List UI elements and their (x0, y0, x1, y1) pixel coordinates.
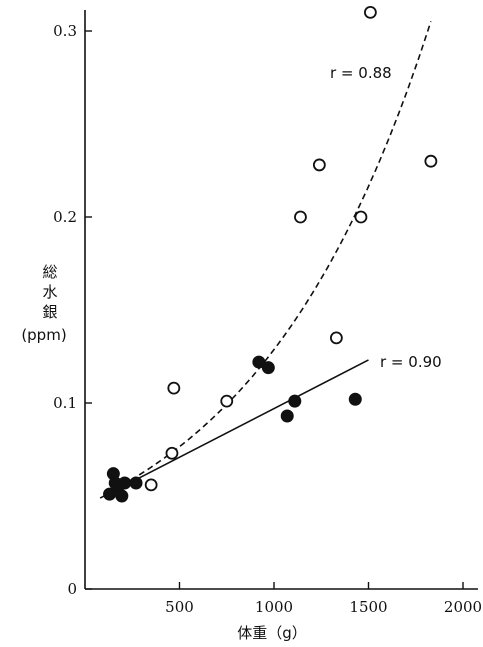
chart-labels: 500 1000 1500 2000 0 0.1 0.2 0.3 体重（g） 総水銀 (ppm) r … (21, 22, 482, 642)
open-data-point (220, 394, 234, 408)
fit-lines (99, 21, 432, 499)
filled-data-point (103, 487, 117, 501)
y-tick-label: 0.1 (53, 394, 77, 412)
open-data-point (363, 5, 377, 19)
open-data-point (312, 158, 326, 172)
data-points (103, 5, 438, 503)
open-data-point (424, 154, 438, 168)
correlation-annotation: r = 0.88 (330, 64, 392, 82)
y-tick-label: 0 (67, 580, 77, 598)
open-data-point (144, 478, 158, 492)
x-tick-label: 2000 (444, 598, 482, 616)
x-tick-label: 500 (165, 598, 194, 616)
x-tick-label: 1500 (349, 598, 387, 616)
y-axis-title-part: 水 (42, 283, 57, 301)
filled-data-point (115, 489, 129, 503)
open-data-point (165, 446, 179, 460)
x-axis-title: 体重（g） (237, 624, 307, 642)
open-data-point (329, 331, 343, 345)
open-data-point (294, 210, 307, 224)
filled-data-point (348, 392, 362, 406)
fit-line-solid (99, 359, 369, 499)
y-tick-label: 0.2 (53, 208, 77, 226)
filled-data-point (118, 476, 132, 490)
filled-data-point (261, 361, 275, 375)
y-axis-title-part: 総 (42, 263, 57, 281)
filled-data-point (288, 394, 302, 408)
correlation-annotation: r = 0.90 (380, 353, 442, 371)
open-data-point (354, 210, 368, 224)
y-axis-title-part: 銀 (42, 303, 57, 321)
x-tick-label: 1000 (255, 598, 293, 616)
filled-data-point (252, 355, 266, 369)
fit-curve-dashed (112, 21, 432, 491)
filled-data-point (129, 476, 143, 490)
open-data-point (167, 381, 181, 395)
y-axis-title-part: (ppm) (21, 326, 66, 344)
y-tick-label: 0.3 (53, 22, 77, 40)
axes (84, 10, 478, 590)
filled-data-point (280, 409, 294, 423)
